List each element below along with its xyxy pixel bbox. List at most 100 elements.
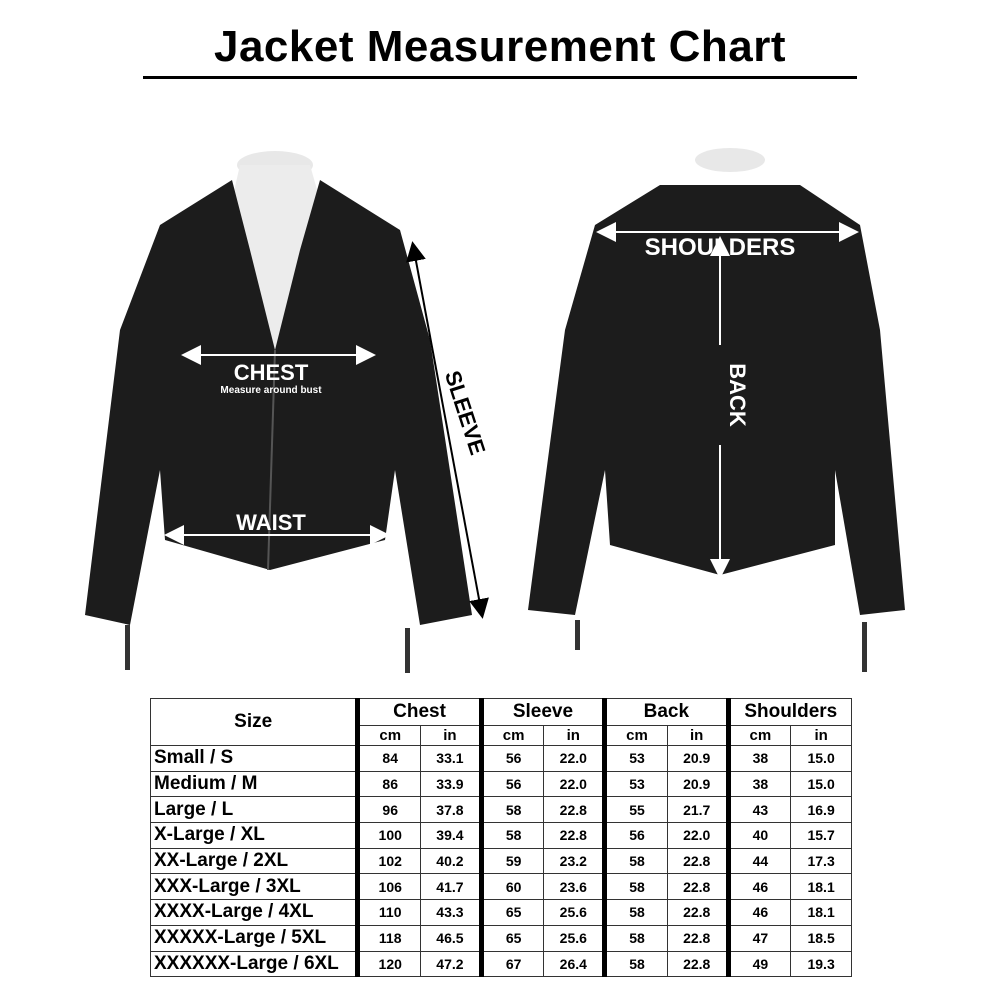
- shoulders-label: SHOULDERS: [645, 234, 796, 261]
- unit-header: cm: [602, 725, 668, 746]
- chest-note: Measure around bust: [220, 385, 322, 396]
- size-cell: XX-Large / 2XL: [149, 847, 359, 875]
- value-cell: 60: [478, 873, 545, 901]
- value-cell: 47: [725, 924, 792, 952]
- unit-header: in: [420, 725, 482, 746]
- table-row: XXX-Large / 3XL 106 41.7 60 23.6 58 22.8 46 18.1: [149, 873, 852, 901]
- size-cell: Large / L: [149, 796, 359, 824]
- value-cell: 22.8: [543, 796, 606, 824]
- sleeve-header: Sleeve: [478, 698, 606, 726]
- table-row: Small / S 84 33.1 56 22.0 53 20.9 38 15.0: [149, 745, 852, 772]
- unit-header: cm: [478, 725, 545, 746]
- page-title: Jacket Measurement Chart: [213, 22, 786, 71]
- value-cell: 65: [478, 924, 545, 952]
- value-cell: 22.0: [666, 822, 729, 849]
- value-cell: 49: [725, 950, 792, 978]
- value-cell: 46: [725, 873, 792, 901]
- value-cell: 58: [602, 847, 668, 875]
- value-cell: 40: [725, 822, 792, 849]
- value-cell: 46: [725, 899, 792, 926]
- value-cell: 53: [602, 770, 668, 798]
- chest-label: CHEST: [234, 360, 309, 385]
- value-cell: 43: [725, 796, 792, 824]
- size-cell: XXXX-Large / 4XL: [149, 899, 359, 926]
- value-cell: 40.2: [420, 847, 482, 875]
- value-cell: 38: [725, 745, 792, 772]
- value-cell: 22.0: [543, 770, 606, 798]
- value-cell: 20.9: [666, 745, 729, 772]
- value-cell: 17.3: [790, 847, 852, 875]
- value-cell: 58: [478, 822, 545, 849]
- value-cell: 19.3: [790, 950, 852, 978]
- value-cell: 33.1: [420, 745, 482, 772]
- value-cell: 56: [478, 745, 545, 772]
- unit-header: in: [543, 725, 606, 746]
- value-cell: 110: [355, 899, 422, 926]
- value-cell: 47.2: [420, 950, 482, 978]
- value-cell: 22.8: [666, 924, 729, 952]
- table-row: Large / L 96 37.8 58 22.8 55 21.7 43 16.9: [149, 796, 852, 824]
- size-cell: X-Large / XL: [149, 822, 359, 849]
- value-cell: 56: [602, 822, 668, 849]
- value-cell: 15.7: [790, 822, 852, 849]
- value-cell: 22.0: [543, 745, 606, 772]
- value-cell: 38: [725, 770, 792, 798]
- size-cell: Medium / M: [149, 770, 359, 798]
- shoulders-header: Shoulders: [725, 698, 853, 726]
- value-cell: 25.6: [543, 899, 606, 926]
- value-cell: 67: [478, 950, 545, 978]
- jacket-illustrations: CHEST Measure around bust WAIST SLEEVE S…: [85, 148, 905, 673]
- value-cell: 18.1: [790, 899, 852, 926]
- size-cell: XXX-Large / 3XL: [149, 873, 359, 901]
- value-cell: 84: [355, 745, 422, 772]
- table-row: XXXXX-Large / 5XL 118 46.5 65 25.6 58 22.8 47 18…: [149, 924, 852, 952]
- table-row: XXXX-Large / 4XL 110 43.3 65 25.6 58 22.8 46 18.…: [149, 899, 852, 926]
- value-cell: 55: [602, 796, 668, 824]
- value-cell: 22.8: [666, 873, 729, 901]
- unit-header: cm: [355, 725, 422, 746]
- waist-label: WAIST: [236, 510, 306, 535]
- value-cell: 15.0: [790, 745, 852, 772]
- value-cell: 59: [478, 847, 545, 875]
- value-cell: 39.4: [420, 822, 482, 849]
- table-row: XX-Large / 2XL 102 40.2 59 23.2 58 22.8 44 17.3: [149, 847, 852, 875]
- value-cell: 16.9: [790, 796, 852, 824]
- value-cell: 53: [602, 745, 668, 772]
- sleeve-label: SLEEVE: [440, 368, 491, 458]
- unit-header: in: [666, 725, 729, 746]
- value-cell: 22.8: [666, 847, 729, 875]
- value-cell: 18.5: [790, 924, 852, 952]
- value-cell: 25.6: [543, 924, 606, 952]
- value-cell: 41.7: [420, 873, 482, 901]
- front-jacket-image: CHEST Measure around bust WAIST SLEEVE: [85, 151, 490, 673]
- value-cell: 23.6: [543, 873, 606, 901]
- back-jacket-image: SHOULDERS BACK: [528, 148, 905, 672]
- value-cell: 102: [355, 847, 422, 875]
- value-cell: 96: [355, 796, 422, 824]
- title-underline: [143, 76, 857, 79]
- value-cell: 23.2: [543, 847, 606, 875]
- value-cell: 120: [355, 950, 422, 978]
- value-cell: 21.7: [666, 796, 729, 824]
- value-cell: 15.0: [790, 770, 852, 798]
- table-row: X-Large / XL 100 39.4 58 22.8 56 22.0 40 15.7: [149, 822, 852, 849]
- value-cell: 33.9: [420, 770, 482, 798]
- value-cell: 26.4: [543, 950, 606, 978]
- value-cell: 65: [478, 899, 545, 926]
- value-cell: 58: [602, 950, 668, 978]
- size-cell: XXXXX-Large / 5XL: [149, 924, 359, 952]
- value-cell: 43.3: [420, 899, 482, 926]
- size-header: Size: [149, 698, 359, 746]
- value-cell: 86: [355, 770, 422, 798]
- table-row: Medium / M 86 33.9 56 22.0 53 20.9 38 15.0: [149, 770, 852, 798]
- chest-header: Chest: [355, 698, 482, 726]
- unit-header: cm: [725, 725, 792, 746]
- back-label: BACK: [725, 363, 750, 427]
- value-cell: 22.8: [666, 950, 729, 978]
- value-cell: 106: [355, 873, 422, 901]
- value-cell: 37.8: [420, 796, 482, 824]
- size-cell: XXXXXX-Large / 6XL: [149, 950, 359, 978]
- value-cell: 100: [355, 822, 422, 849]
- value-cell: 44: [725, 847, 792, 875]
- size-table: Size Chest Sleeve Back Shoulders cm in cm i…: [149, 698, 853, 978]
